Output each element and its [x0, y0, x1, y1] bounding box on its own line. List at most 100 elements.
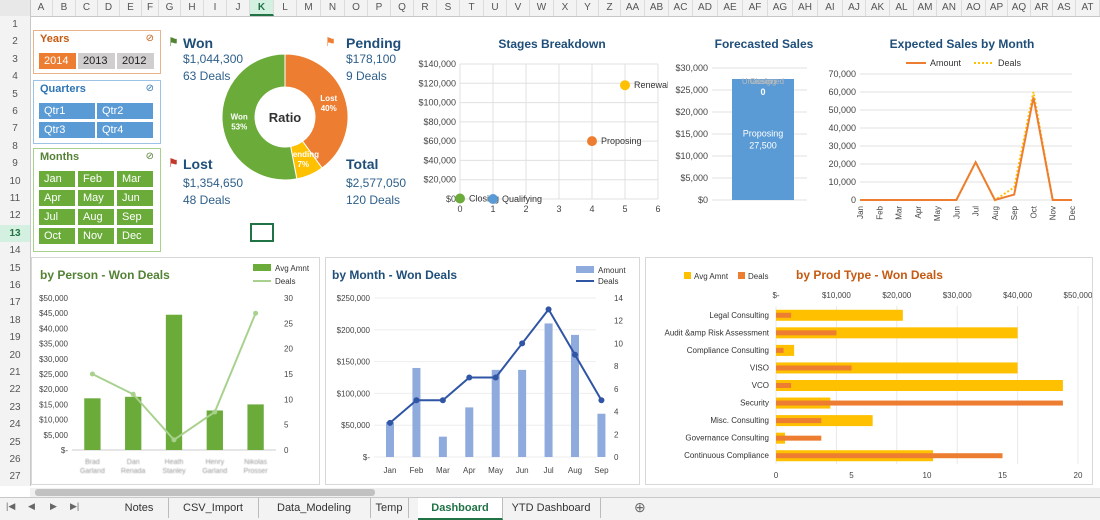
slicer-item-sep[interactable]: Sep — [117, 209, 153, 225]
sheet-tab-notes[interactable]: Notes — [110, 498, 169, 518]
sheet-tab-data-modeling[interactable]: Data_Modeling — [258, 498, 371, 518]
row-header-11[interactable]: 11 — [9, 193, 21, 204]
column-header-m[interactable]: M — [297, 0, 321, 16]
column-header-f[interactable]: F — [142, 0, 159, 16]
column-header-v[interactable]: V — [507, 0, 530, 16]
column-header-aq[interactable]: AQ — [1008, 0, 1031, 16]
column-header-ao[interactable]: AO — [962, 0, 986, 16]
column-header-aa[interactable]: AA — [621, 0, 645, 16]
row-header-15[interactable]: 15 — [9, 262, 21, 274]
column-header-ap[interactable]: AP — [986, 0, 1008, 16]
slicer-item-aug[interactable]: Aug — [78, 209, 114, 225]
row-header-8[interactable]: 8 — [12, 140, 18, 152]
active-cell[interactable] — [250, 223, 274, 242]
horizontal-scrollbar[interactable] — [30, 488, 1100, 497]
slicer-item-qtr1[interactable]: Qtr1 — [39, 103, 95, 119]
row-header-6[interactable]: 6 — [12, 106, 18, 117]
row-header-26[interactable]: 26 — [9, 454, 21, 465]
row-header-20[interactable]: 20 — [9, 349, 21, 361]
add-sheet-icon[interactable]: ⊕ — [634, 499, 646, 515]
column-header-am[interactable]: AM — [914, 0, 937, 16]
slicer-item-oct[interactable]: Oct — [39, 228, 75, 244]
column-header-y[interactable]: Y — [577, 0, 599, 16]
clear-filter-icon[interactable]: ⊘ — [145, 83, 154, 94]
column-header-p[interactable]: P — [368, 0, 391, 16]
row-header-21[interactable]: 21 — [9, 367, 21, 378]
slicer-item-dec[interactable]: Dec — [117, 228, 153, 244]
column-header-g[interactable]: G — [159, 0, 181, 16]
row-header-18[interactable]: 18 — [9, 314, 21, 326]
slicer-item-jan[interactable]: Jan — [39, 171, 75, 187]
row-header-12[interactable]: 12 — [9, 210, 21, 222]
column-header-c[interactable]: C — [76, 0, 98, 16]
column-header-af[interactable]: AF — [743, 0, 768, 16]
slicer-item-qtr4[interactable]: Qtr4 — [97, 122, 153, 138]
column-header-as[interactable]: AS — [1053, 0, 1076, 16]
clear-filter-icon[interactable]: ⊘ — [145, 33, 154, 44]
row-header-27[interactable]: 27 — [9, 471, 21, 483]
row-header-14[interactable]: 14 — [9, 245, 21, 257]
row-header-25[interactable]: 25 — [9, 436, 21, 448]
slicer-item-jul[interactable]: Jul — [39, 209, 75, 225]
first-sheet-icon[interactable]: |◀ — [6, 501, 16, 511]
row-header-16[interactable]: 16 — [9, 280, 21, 291]
column-header-al[interactable]: AL — [890, 0, 914, 16]
column-header-k[interactable]: K — [250, 0, 274, 16]
column-header-x[interactable]: X — [554, 0, 577, 16]
column-header-r[interactable]: R — [414, 0, 437, 16]
row-header-17[interactable]: 17 — [9, 297, 21, 309]
row-header-7[interactable]: 7 — [12, 123, 18, 135]
slicer-item-mar[interactable]: Mar — [117, 171, 153, 187]
column-header-z[interactable]: Z — [599, 0, 621, 16]
slicer-item-apr[interactable]: Apr — [39, 190, 75, 206]
column-header-ac[interactable]: AC — [669, 0, 693, 16]
slicer-item-2012[interactable]: 2012 — [117, 53, 154, 69]
row-header-9[interactable]: 9 — [12, 158, 18, 170]
column-header-ae[interactable]: AE — [718, 0, 743, 16]
row-header-5[interactable]: 5 — [12, 88, 18, 100]
slicer-item-jun[interactable]: Jun — [117, 190, 153, 206]
column-header-l[interactable]: L — [274, 0, 297, 16]
column-header-h[interactable]: H — [181, 0, 204, 16]
slicer-item-2013[interactable]: 2013 — [78, 53, 115, 69]
next-sheet-icon[interactable]: ▶ — [50, 501, 57, 511]
column-header-u[interactable]: U — [484, 0, 507, 16]
row-header-22[interactable]: 22 — [9, 384, 21, 396]
column-header-ad[interactable]: AD — [693, 0, 718, 16]
column-header-ah[interactable]: AH — [793, 0, 818, 16]
row-header-4[interactable]: 4 — [12, 71, 18, 83]
slicer-item-qtr3[interactable]: Qtr3 — [39, 122, 95, 138]
column-header-ar[interactable]: AR — [1031, 0, 1053, 16]
slicer-item-feb[interactable]: Feb — [78, 171, 114, 187]
slicer-item-qtr2[interactable]: Qtr2 — [97, 103, 153, 119]
scrollbar-thumb[interactable] — [35, 489, 375, 496]
row-header-1[interactable]: 1 — [12, 19, 18, 30]
sheet-tab-ytd-dashboard[interactable]: YTD Dashboard — [502, 498, 601, 518]
column-header-o[interactable]: O — [345, 0, 368, 16]
prev-sheet-icon[interactable]: ◀ — [28, 501, 35, 511]
column-header-ab[interactable]: AB — [645, 0, 669, 16]
column-header-an[interactable]: AN — [937, 0, 962, 16]
column-header-n[interactable]: N — [321, 0, 345, 16]
row-header-19[interactable]: 19 — [9, 332, 21, 344]
slicer-item-may[interactable]: May — [78, 190, 114, 206]
select-all-corner[interactable] — [0, 0, 31, 16]
row-header-10[interactable]: 10 — [9, 175, 21, 187]
column-header-i[interactable]: I — [204, 0, 227, 16]
row-header-3[interactable]: 3 — [12, 53, 18, 65]
sheet-tab-dashboard[interactable]: Dashboard — [418, 498, 503, 520]
column-header-s[interactable]: S — [437, 0, 460, 16]
column-header-q[interactable]: Q — [391, 0, 414, 16]
column-header-b[interactable]: B — [53, 0, 76, 16]
column-header-e[interactable]: E — [120, 0, 142, 16]
slicer-item-2014[interactable]: 2014 — [39, 53, 76, 69]
column-header-ak[interactable]: AK — [866, 0, 890, 16]
column-header-ai[interactable]: AI — [818, 0, 843, 16]
row-header-2[interactable]: 2 — [12, 36, 18, 48]
sheet-tab-csv-import[interactable]: CSV_Import — [168, 498, 259, 518]
last-sheet-icon[interactable]: ▶| — [70, 501, 80, 511]
column-header-d[interactable]: D — [98, 0, 120, 16]
row-header-23[interactable]: 23 — [9, 401, 21, 413]
column-header-w[interactable]: W — [530, 0, 554, 16]
column-header-t[interactable]: T — [460, 0, 484, 16]
